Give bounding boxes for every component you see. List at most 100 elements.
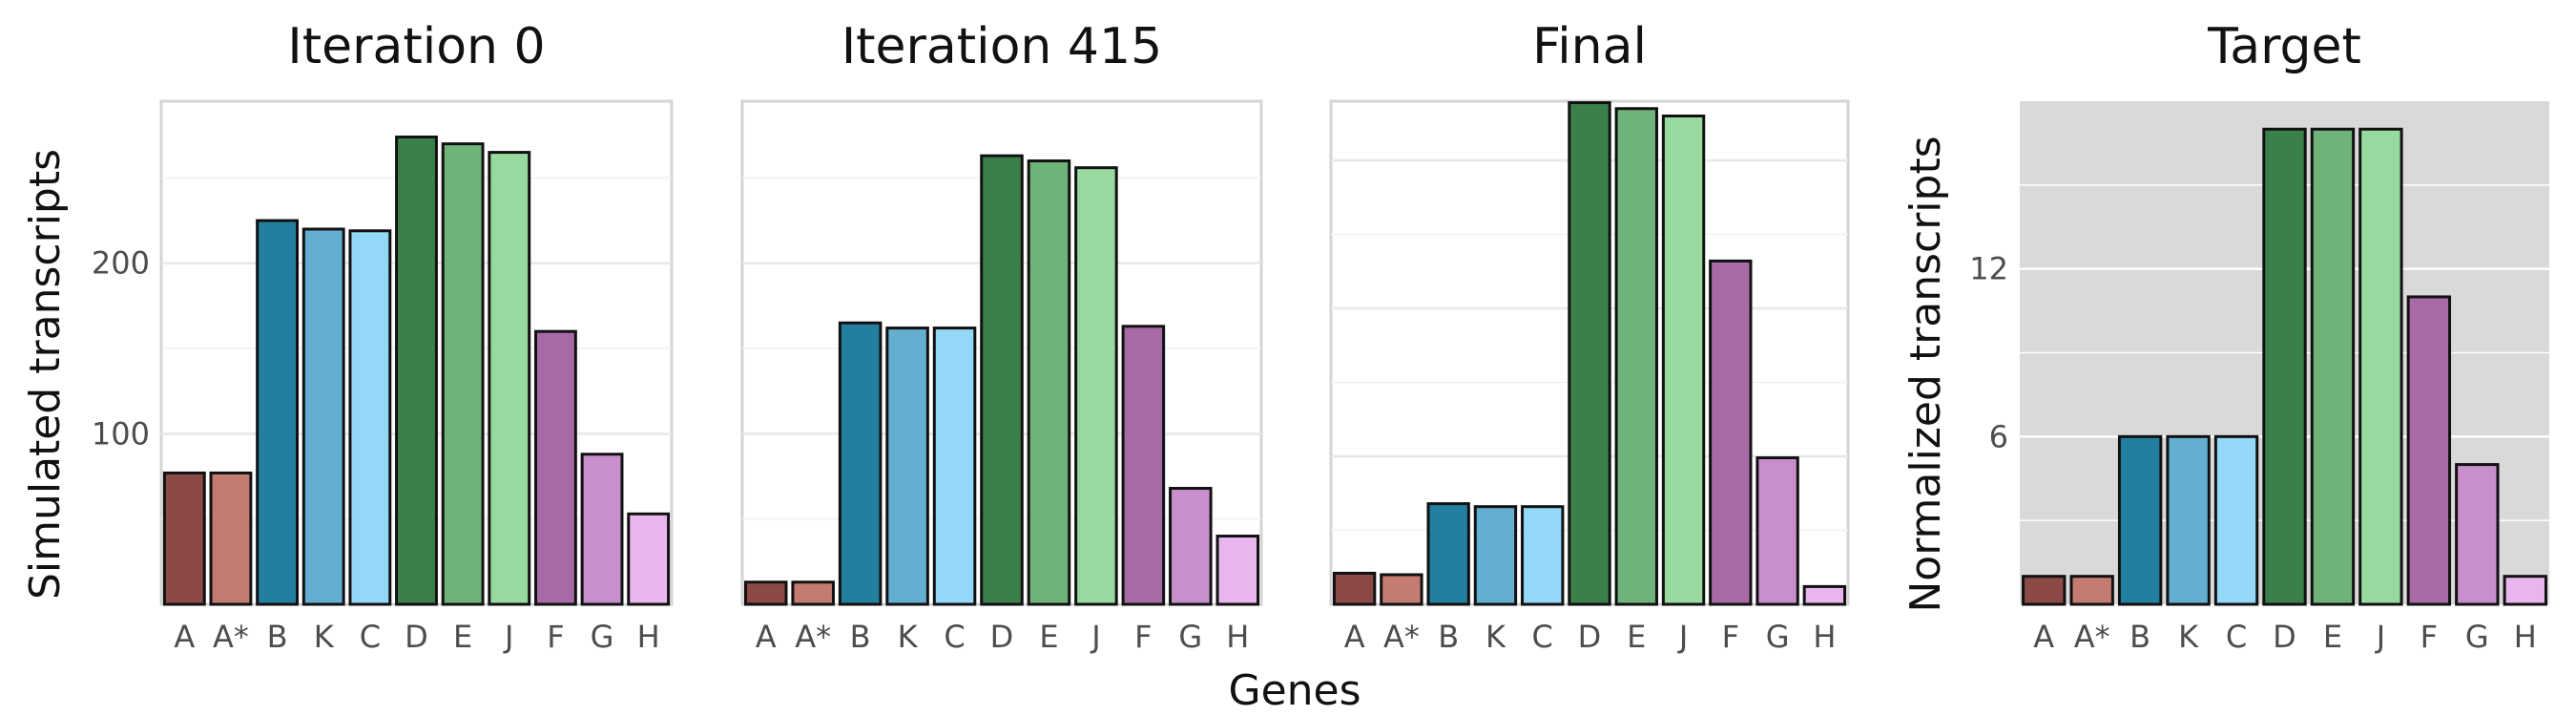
- x-tick-label: G: [1178, 619, 1202, 655]
- x-tick-label: D: [2273, 619, 2296, 655]
- x-tick-label: E: [1039, 619, 1058, 655]
- x-tick-label: B: [2129, 619, 2150, 655]
- x-tick-label: B: [850, 619, 871, 655]
- chart-panel: A A* B K C D E J F G H Final: [1329, 18, 1850, 655]
- bar-a-star: [2069, 575, 2114, 606]
- panel-title: Final: [1532, 18, 1647, 75]
- x-tick-label: A: [2033, 619, 2054, 655]
- bar-c: [932, 326, 977, 606]
- bar-d: [395, 136, 438, 606]
- bar-c: [348, 229, 392, 606]
- bar-e: [441, 142, 485, 606]
- x-tick-label: D: [990, 619, 1014, 655]
- bar-k: [301, 227, 345, 606]
- bar-d: [2262, 127, 2307, 606]
- bar-k: [885, 326, 929, 606]
- x-tick-label: B: [267, 619, 288, 655]
- bar-a-star: [1380, 573, 1423, 606]
- x-tick-label: G: [1766, 619, 1790, 655]
- panel-title: Target: [2207, 18, 2361, 75]
- bar-g: [580, 453, 624, 606]
- bar-b: [1426, 502, 1470, 606]
- x-tick-label: A: [756, 619, 777, 655]
- bar-a: [1332, 571, 1377, 606]
- bar-f: [2406, 295, 2452, 606]
- x-tick-label: J: [2375, 619, 2385, 655]
- bar-a: [2022, 575, 2067, 606]
- x-tick-label: C: [1532, 619, 1553, 655]
- bar-d: [980, 154, 1024, 606]
- bar-b: [2117, 434, 2163, 606]
- bar-a: [743, 580, 788, 606]
- bar-f: [1121, 325, 1166, 606]
- bar-g: [2455, 463, 2500, 606]
- bar-g: [1755, 456, 1799, 606]
- x-tick-label: A: [1344, 619, 1365, 655]
- x-tick-label: A*: [795, 619, 831, 655]
- bar-f: [533, 329, 577, 606]
- x-tick-label: H: [1813, 619, 1836, 655]
- x-tick-label: A*: [2074, 619, 2110, 655]
- x-tick-label: H: [2514, 619, 2537, 655]
- x-tick-label: F: [547, 619, 564, 655]
- chart-panel: 6 12 A A* B K C D E J F G H Target: [1969, 18, 2549, 655]
- bar-a: [162, 471, 206, 606]
- x-tick-label: F: [2420, 619, 2438, 655]
- y-tick-label: 200: [92, 245, 150, 282]
- x-axis-title: Genes: [1228, 666, 1361, 715]
- bar-h: [1802, 584, 1847, 606]
- x-tick-label: K: [314, 619, 335, 655]
- y-tick-label: 12: [1969, 251, 2008, 287]
- x-tick-label: A*: [213, 619, 249, 655]
- x-tick-label: G: [2465, 619, 2489, 655]
- x-tick-label: C: [944, 619, 965, 655]
- bar-j: [2358, 127, 2403, 606]
- bar-a-star: [209, 471, 253, 606]
- bar-e: [2310, 127, 2356, 606]
- right-y-axis-title: Normalized transcripts: [1901, 136, 1950, 612]
- y-tick-label: 6: [1989, 418, 2008, 454]
- bar-k: [2166, 434, 2211, 606]
- x-tick-label: E: [2323, 619, 2342, 655]
- bar-c: [2213, 434, 2259, 606]
- x-tick-label: C: [2226, 619, 2247, 655]
- bar-f: [1709, 259, 1753, 606]
- x-tick-label: E: [1627, 619, 1646, 655]
- bar-k: [1473, 505, 1518, 606]
- bar-e: [1614, 107, 1658, 606]
- bar-g: [1169, 487, 1213, 606]
- panel-title: Iteration 415: [841, 18, 1162, 75]
- x-tick-label: D: [1578, 619, 1602, 655]
- y-tick-label: 100: [92, 415, 150, 452]
- x-tick-label: F: [1722, 619, 1739, 655]
- x-tick-label: G: [591, 619, 614, 655]
- bar-c: [1521, 505, 1565, 606]
- bar-j: [488, 151, 531, 606]
- x-tick-label: B: [1438, 619, 1459, 655]
- bar-a-star: [791, 580, 835, 606]
- x-tick-label: K: [2178, 619, 2199, 655]
- x-tick-label: J: [503, 619, 513, 655]
- x-tick-label: A*: [1383, 619, 1420, 655]
- bar-h: [627, 512, 671, 606]
- bar-e: [1027, 159, 1071, 606]
- x-tick-label: J: [1090, 619, 1100, 655]
- x-tick-label: H: [1226, 619, 1249, 655]
- x-tick-label: K: [898, 619, 919, 655]
- x-tick-label: A: [174, 619, 195, 655]
- chart-panel: A A* B K C D E J F G H Iteration 415: [740, 18, 1263, 655]
- panel-title: Iteration 0: [287, 18, 545, 75]
- x-tick-label: F: [1134, 619, 1152, 655]
- x-tick-label: C: [360, 619, 381, 655]
- bar-j: [1074, 166, 1118, 606]
- x-tick-label: E: [453, 619, 472, 655]
- bar-b: [838, 321, 883, 606]
- bar-h: [1215, 535, 1260, 606]
- bar-h: [2503, 575, 2547, 606]
- x-tick-label: H: [637, 619, 660, 655]
- bar-j: [1661, 115, 1706, 606]
- bar-d: [1568, 101, 1611, 606]
- chart-panel: 100 200 A A* B K C D E J F G H Iteration 0: [92, 18, 674, 655]
